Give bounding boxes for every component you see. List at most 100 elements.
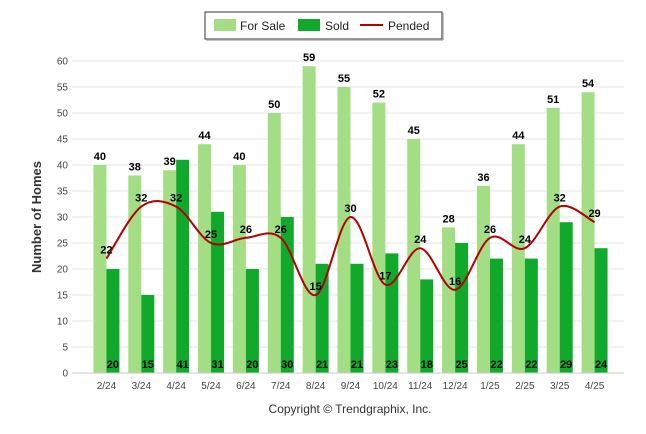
label-pended: 32: [170, 193, 182, 205]
label-for-sale: 40: [94, 151, 106, 163]
bar-for-sale: [232, 165, 246, 373]
bar-for-sale: [511, 144, 525, 373]
bar-sold: [524, 258, 538, 373]
bar-sold: [420, 279, 434, 373]
bar-for-sale: [302, 66, 316, 373]
bar-sold: [559, 222, 573, 373]
y-tick-label: 30: [57, 213, 69, 224]
x-tick-label: 1/25: [480, 381, 500, 392]
label-sold: 20: [246, 359, 258, 371]
y-tick-label: 60: [57, 57, 69, 68]
y-tick-label: 40: [57, 161, 69, 172]
label-sold: 31: [211, 359, 223, 371]
label-for-sale: 51: [547, 94, 559, 106]
y-tick-label: 45: [57, 135, 69, 146]
x-tick-label: 10/24: [373, 381, 398, 392]
label-sold: 18: [421, 359, 433, 371]
y-tick-label: 15: [57, 291, 69, 302]
bar-for-sale: [198, 144, 212, 373]
label-sold: 15: [142, 359, 154, 371]
x-tick-label: 9/24: [341, 381, 361, 392]
bar-for-sale: [546, 107, 560, 374]
label-pended: 15: [310, 281, 322, 293]
label-for-sale: 39: [164, 156, 176, 168]
y-tick-label: 0: [62, 369, 68, 380]
label-sold: 24: [595, 359, 608, 371]
y-tick-label: 10: [57, 317, 69, 328]
y-tick-label: 5: [62, 343, 68, 354]
label-sold: 25: [455, 359, 467, 371]
label-for-sale: 59: [303, 52, 315, 64]
label-pended: 22: [100, 245, 112, 257]
bar-sold: [385, 253, 399, 373]
legend-item-pended[interactable]: Pended: [360, 19, 429, 33]
label-sold: 23: [386, 359, 398, 371]
bar-for-sale: [337, 87, 351, 373]
label-sold: 22: [525, 359, 537, 371]
label-sold: 20: [107, 359, 119, 371]
bar-sold: [489, 258, 503, 373]
label-sold: 29: [560, 359, 572, 371]
x-tick-label: 2/25: [515, 381, 535, 392]
bar-for-sale: [163, 170, 177, 373]
label-for-sale: 54: [582, 78, 595, 90]
label-for-sale: 52: [373, 89, 385, 101]
legend-box: [204, 11, 443, 40]
copyright-credit: Copyright © Trendgraphix, Inc.: [269, 402, 432, 416]
label-pended: 29: [588, 208, 600, 220]
x-tick-label: 7/24: [271, 381, 291, 392]
x-tick-label: 5/24: [201, 381, 221, 392]
bar-for-sale: [267, 113, 281, 373]
y-axis-title: Number of Homes: [29, 161, 44, 273]
label-pended: 26: [275, 224, 287, 236]
x-tick-label: 12/24: [443, 381, 468, 392]
bar-for-sale: [476, 185, 490, 373]
x-tick-label: 3/25: [550, 381, 570, 392]
y-tick-label: 25: [57, 239, 69, 250]
bar-for-sale: [128, 175, 142, 373]
bar-sold: [594, 248, 608, 373]
pended-line-group: [105, 200, 596, 296]
bar-for-sale: [407, 139, 421, 373]
x-tick-label: 4/25: [585, 381, 605, 392]
bar-sold: [141, 295, 155, 373]
y-tick-label: 55: [57, 83, 69, 94]
x-tick-label: 2/24: [97, 381, 117, 392]
legend: For Sale Sold Pended: [204, 11, 444, 41]
legend-swatch-for-sale: [214, 19, 236, 31]
x-axis-ticks: 2/24 3/24 4/24 5/24 6/24 7/24 8/24 9/24 10/24 11/…: [97, 381, 605, 392]
legend-label-sold: Sold: [325, 19, 349, 33]
bar-sold: [176, 159, 190, 373]
legend-swatch-sold: [298, 19, 320, 31]
label-for-sale: 44: [198, 130, 211, 142]
y-tick-label: 20: [57, 265, 69, 276]
label-for-sale: 40: [233, 151, 245, 163]
legend-item-for-sale[interactable]: For Sale: [214, 19, 286, 33]
bar-for-sale: [93, 165, 107, 373]
label-pended: 30: [344, 203, 356, 215]
bar-for-sale: [372, 102, 386, 373]
bar-sold: [245, 269, 259, 373]
label-pended: 24: [414, 234, 427, 246]
bars: [93, 66, 608, 374]
label-sold: 22: [490, 359, 502, 371]
label-pended: 17: [379, 271, 391, 283]
label-pended: 24: [519, 234, 532, 246]
y-tick-label: 50: [57, 109, 69, 120]
label-for-sale: 44: [512, 130, 525, 142]
x-tick-label: 11/24: [408, 381, 433, 392]
y-tick-label: 35: [57, 187, 69, 198]
label-pended: 25: [205, 229, 217, 241]
y-axis-ticks: 0 5 10 15 20 25 30 35 40 45 50 55 60: [57, 57, 69, 380]
label-sold: 30: [281, 359, 293, 371]
label-pended: 32: [554, 193, 566, 205]
bar-sold: [211, 211, 225, 373]
label-for-sale: 50: [268, 99, 280, 111]
label-for-sale: 36: [477, 172, 489, 184]
label-for-sale: 28: [442, 213, 454, 225]
x-tick-label: 3/24: [132, 381, 152, 392]
legend-item-sold[interactable]: Sold: [298, 19, 349, 33]
label-sold: 41: [177, 359, 189, 371]
label-pended: 32: [135, 193, 147, 205]
label-pended: 16: [449, 276, 461, 288]
